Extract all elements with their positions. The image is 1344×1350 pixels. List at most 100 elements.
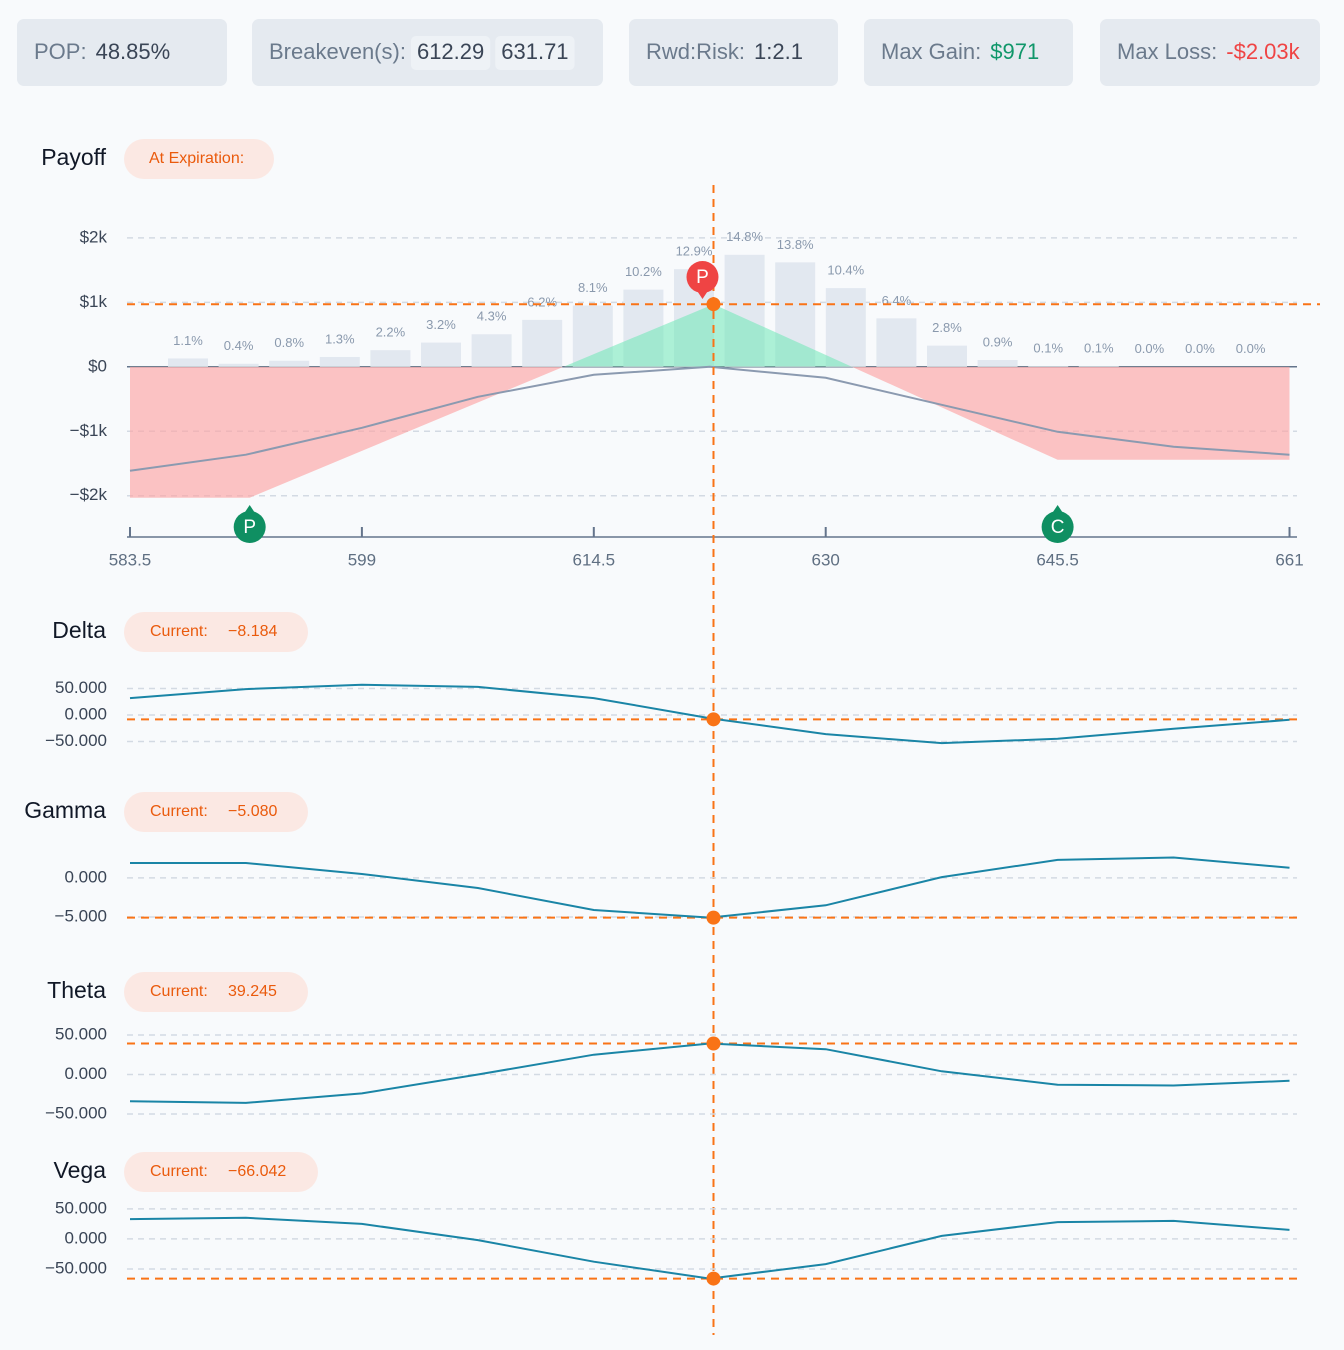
stat-value: -$2.03k: [1226, 39, 1300, 64]
y-tick-label: −50.000: [45, 1258, 107, 1277]
leg-marker: [233, 511, 266, 543]
y-tick-label: $2k: [80, 227, 108, 246]
stat-label: Max Gain:: [881, 39, 981, 64]
probability-label: 6.2%: [527, 294, 557, 309]
stat-label: Rwd:Risk:: [646, 39, 745, 64]
y-tick-label: $0: [88, 356, 107, 375]
probability-label: 10.2%: [625, 264, 662, 279]
x-tick-label: 599: [348, 550, 376, 569]
badge: [124, 1152, 318, 1192]
current-payoff-line: [129, 365, 1290, 472]
badge-text: Current:: [150, 983, 208, 1000]
max-gain-point: [706, 297, 721, 312]
probability-label: 0.4%: [224, 338, 254, 353]
stat-box: [1100, 19, 1320, 86]
current-point: [706, 712, 721, 727]
y-tick-label: 0.000: [64, 704, 107, 723]
probability-bar: [319, 356, 360, 367]
probability-label: 1.1%: [173, 333, 203, 348]
probability-bar: [977, 359, 1018, 367]
probability-label: 2.8%: [932, 320, 962, 335]
badge: [124, 972, 308, 1012]
probability-label: 1.3%: [325, 331, 355, 346]
y-tick-label: 50.000: [55, 1024, 107, 1043]
badge-text: At Expiration:: [149, 150, 244, 167]
probability-label: 0.0%: [1236, 341, 1266, 356]
stat-chip: [410, 36, 491, 70]
probability-label: 2.2%: [376, 325, 406, 340]
probability-label: 0.0%: [1135, 341, 1165, 356]
probability-bar: [218, 363, 259, 367]
x-tick-label: 645.5: [1036, 550, 1079, 569]
stat-value: 1:2.1: [754, 39, 803, 64]
probability-label: 0.8%: [274, 335, 304, 350]
y-tick-label: 0.000: [64, 1228, 107, 1247]
current-point: [706, 910, 721, 925]
chart-title: Gamma: [24, 797, 106, 823]
probability-bar: [269, 360, 310, 367]
leg-label: P: [243, 517, 256, 538]
y-tick-label: $1k: [80, 292, 108, 311]
stat-value: 631.71: [501, 39, 568, 64]
y-tick-label: 50.000: [55, 678, 107, 697]
leg-label: P: [696, 267, 709, 288]
probability-label: 0.0%: [1185, 341, 1215, 356]
greek-line: [130, 856, 1290, 919]
probability-label: 0.1%: [1033, 340, 1063, 355]
probability-label: 3.2%: [426, 317, 456, 332]
probability-label: 10.4%: [827, 263, 864, 278]
stat-label: POP:: [34, 39, 87, 64]
probability-label: 0.1%: [1084, 340, 1114, 355]
leg-marker: [686, 261, 719, 293]
current-value: −66.042: [228, 1163, 286, 1180]
probability-bar: [471, 334, 512, 367]
probability-bar: [927, 345, 967, 367]
y-tick-label: 0.000: [64, 867, 107, 886]
badge-text: Current:: [150, 803, 208, 820]
stat-label: Breakeven(s):: [269, 39, 406, 64]
probability-bar: [522, 319, 563, 367]
badge: [124, 792, 308, 832]
probability-bar: [825, 288, 866, 367]
probability-label: 4.3%: [477, 309, 507, 324]
y-tick-label: −$1k: [70, 421, 108, 440]
stat-chip: [495, 36, 575, 70]
current-point: [706, 1036, 721, 1051]
probability-label: 12.9%: [676, 244, 713, 259]
probability-bar: [168, 358, 208, 367]
x-tick-label: 630: [812, 550, 840, 569]
probability-bar: [1078, 366, 1119, 367]
current-point: [706, 1271, 721, 1286]
chart-title: Delta: [52, 617, 106, 643]
x-tick-label: 661: [1275, 550, 1303, 569]
probability-bar: [1028, 366, 1069, 367]
probability-label: 13.8%: [777, 237, 814, 252]
y-tick-label: 50.000: [55, 1198, 107, 1217]
badge: [124, 612, 308, 652]
current-value: 39.245: [228, 983, 277, 1000]
probability-label: 14.8%: [726, 229, 763, 244]
y-tick-label: −$2k: [70, 485, 108, 504]
y-tick-label: 0.000: [64, 1064, 107, 1083]
chart-title: Theta: [47, 977, 106, 1003]
stat-value: $971: [990, 39, 1039, 64]
probability-bar: [370, 350, 411, 367]
stat-box: [629, 19, 838, 86]
stat-box: [864, 19, 1073, 86]
probability-bar: [876, 318, 917, 367]
badge-text: Current:: [150, 1163, 208, 1180]
chart-title: Payoff: [41, 144, 106, 170]
chart-title: Vega: [54, 1157, 107, 1183]
current-value: −8.184: [228, 623, 277, 640]
x-tick-label: 614.5: [573, 550, 616, 569]
badge-text: Current:: [150, 623, 208, 640]
stat-label: Max Loss:: [1117, 39, 1217, 64]
probability-bar: [421, 342, 461, 367]
probability-label: 0.9%: [983, 334, 1013, 349]
current-value: −5.080: [228, 803, 277, 820]
badge: [124, 139, 274, 179]
profit-area: [130, 304, 1290, 367]
greek-line: [129, 1042, 1290, 1104]
stat-value: 612.29: [417, 39, 484, 64]
